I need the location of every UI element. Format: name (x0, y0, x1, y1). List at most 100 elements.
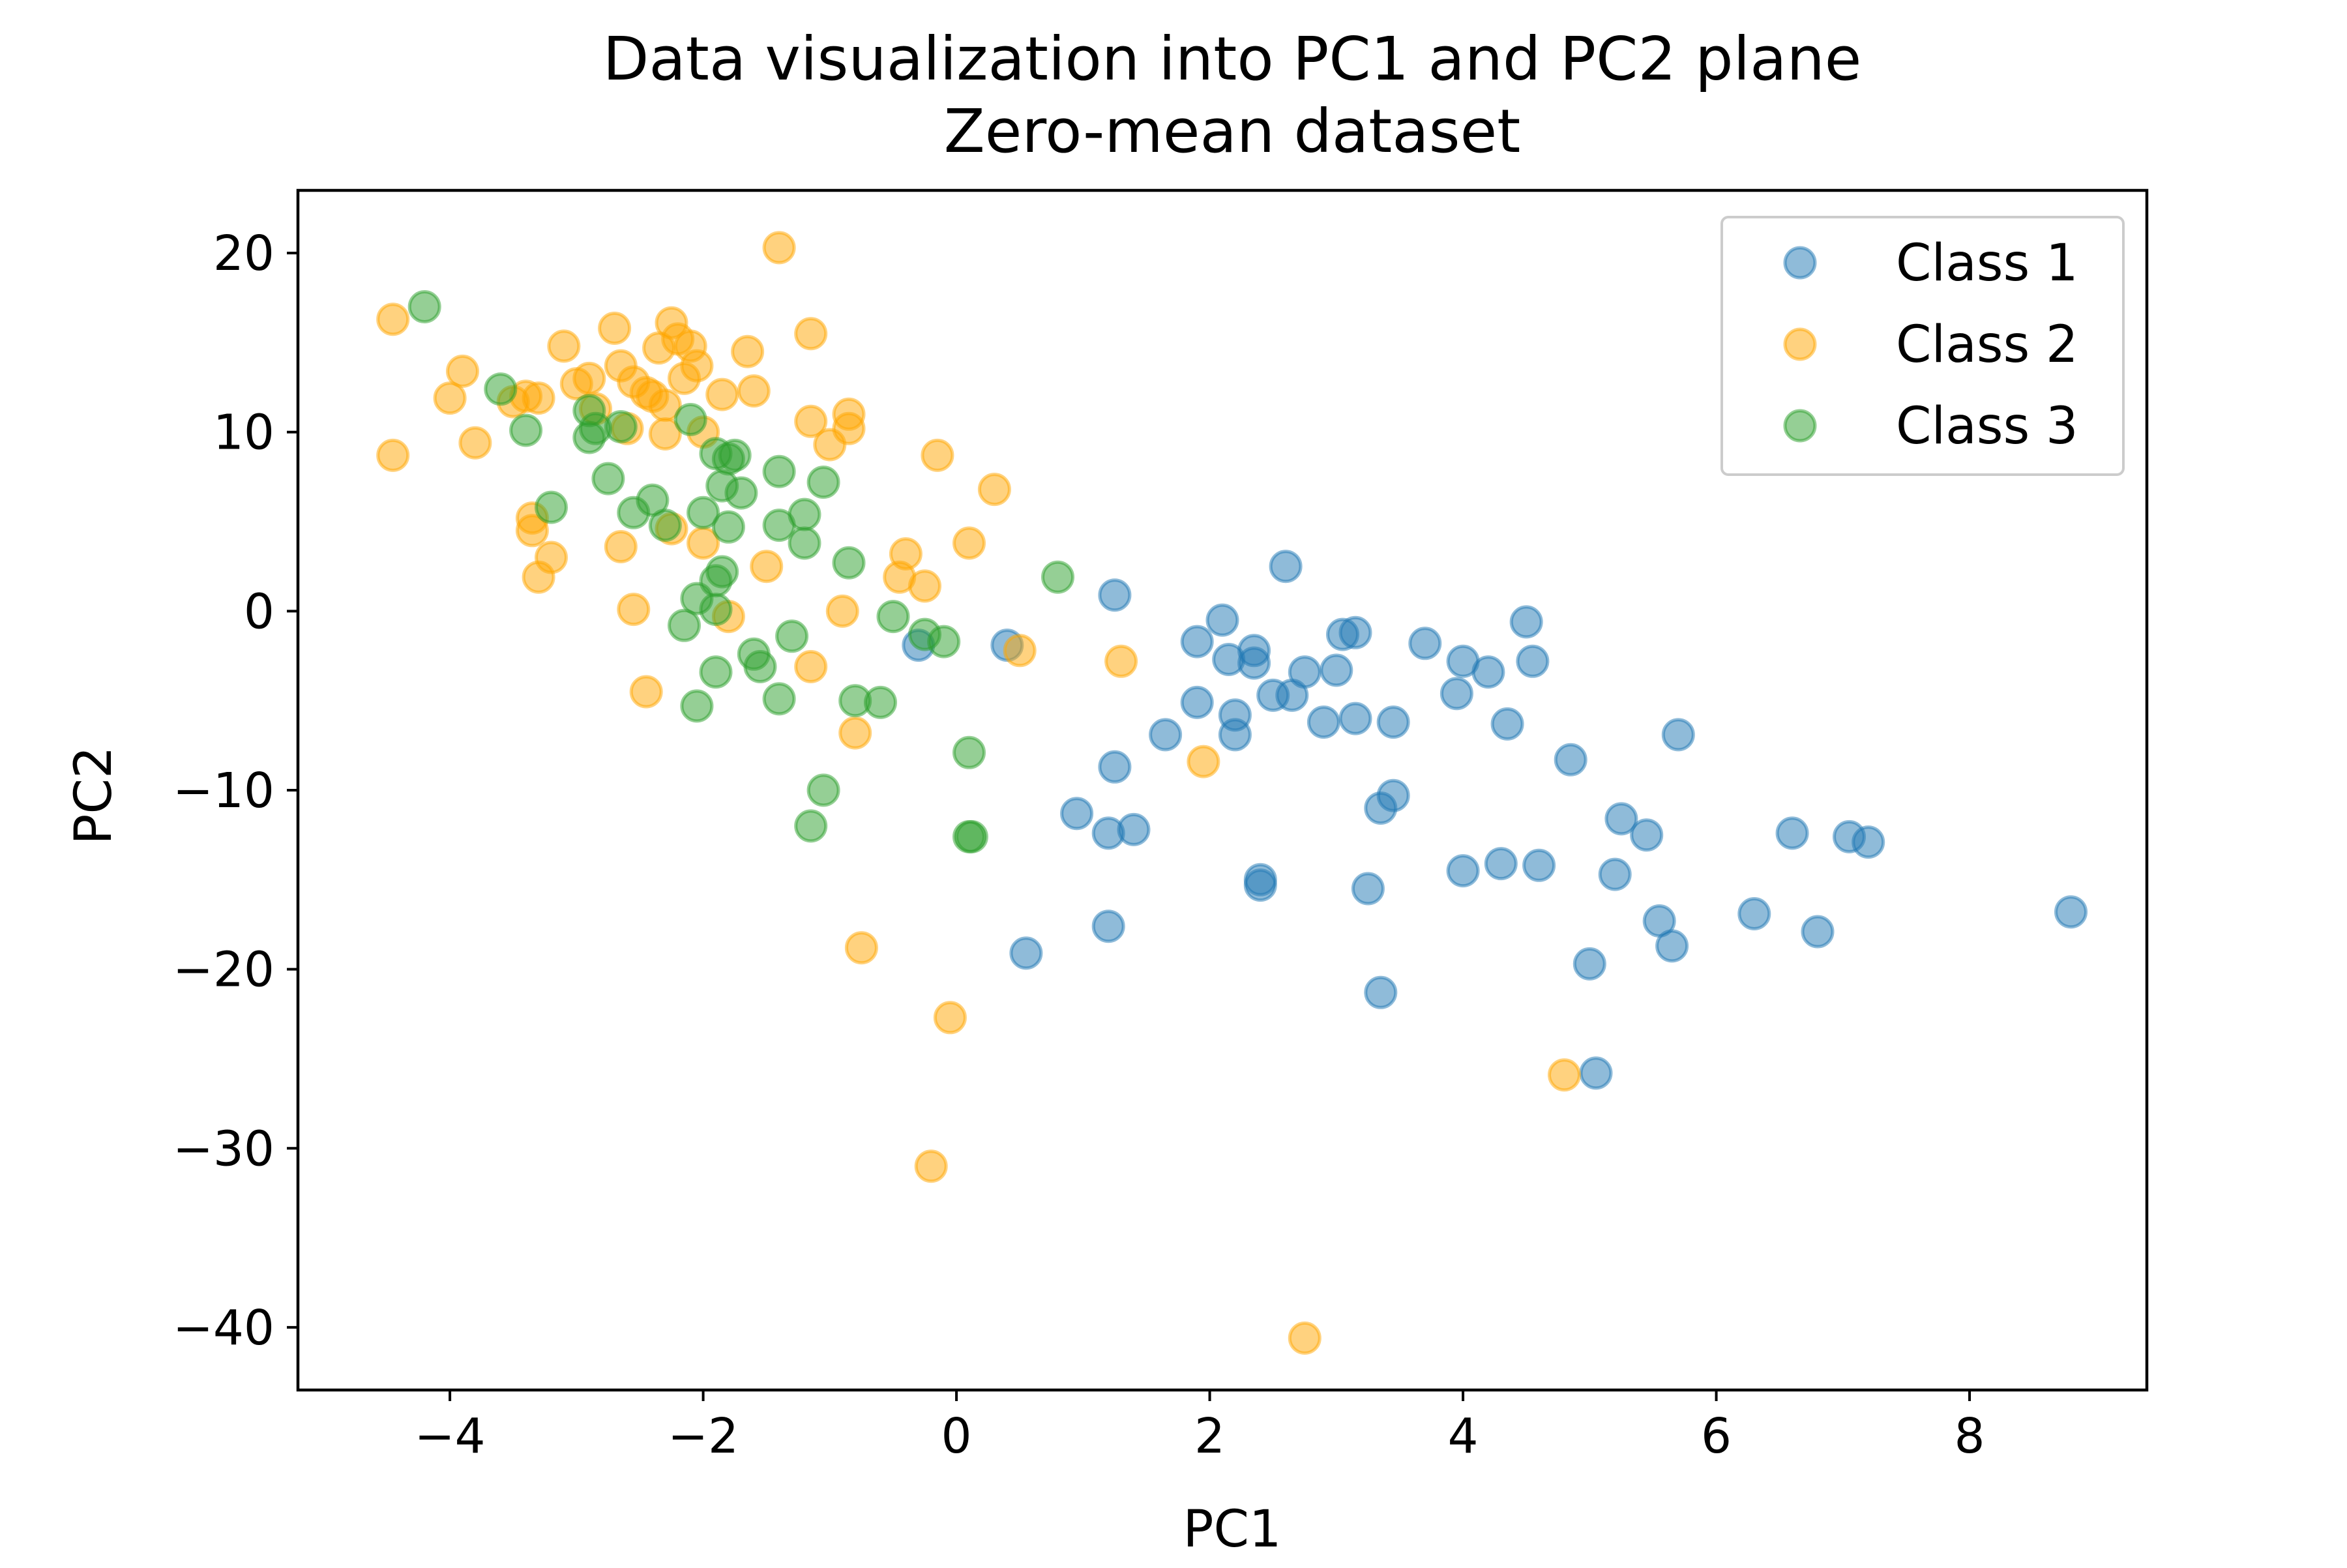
y-axis-label: PC2 (65, 746, 123, 844)
data-point (705, 377, 739, 411)
data-point (1351, 872, 1385, 906)
x-tick-label: 8 (1955, 1408, 1985, 1464)
data-point (515, 514, 549, 548)
data-point (1269, 550, 1303, 584)
data-point (1338, 702, 1372, 735)
data-point (591, 462, 625, 496)
data-point (825, 594, 859, 628)
data-point (680, 349, 714, 383)
data-point (952, 735, 986, 769)
data-point (1149, 718, 1183, 752)
legend: Class 1 Class 2 Class 3 (1720, 216, 2125, 476)
data-point (1205, 603, 1239, 637)
data-point (484, 372, 518, 406)
data-point (864, 685, 897, 719)
data-point (1572, 947, 1606, 981)
data-point (838, 716, 872, 750)
data-point (433, 381, 467, 415)
data-point (750, 550, 784, 584)
data-point (806, 773, 840, 807)
data-point (1446, 854, 1480, 888)
data-point (1737, 897, 1771, 930)
data-point (737, 374, 771, 408)
data-point (1009, 936, 1043, 970)
data-point (1091, 910, 1125, 943)
data-point (535, 540, 568, 574)
data-point (1801, 915, 1835, 949)
data-point (1117, 812, 1151, 846)
data-point (705, 555, 739, 589)
data-point (446, 354, 479, 388)
data-point (547, 329, 581, 363)
data-point (2054, 895, 2088, 929)
data-point (1490, 707, 1524, 741)
y-tick-label: −20 (173, 942, 274, 998)
data-point (889, 537, 923, 570)
data-point (1041, 560, 1074, 594)
data-point (648, 417, 682, 451)
data-point (1509, 605, 1543, 639)
data-point (1548, 1058, 1581, 1092)
data-point (1516, 644, 1550, 678)
data-point (977, 473, 1011, 507)
data-point (1579, 1056, 1613, 1090)
data-point (718, 438, 752, 472)
data-point (952, 526, 986, 560)
data-point (617, 593, 651, 627)
data-point (1243, 868, 1277, 902)
x-axis-label: PC1 (1183, 1500, 1281, 1559)
chart-title: Data visualization into PC1 and PC2 plan… (603, 24, 1862, 94)
x-tick-label: −2 (668, 1408, 739, 1464)
data-point (535, 490, 568, 524)
data-point (1320, 653, 1353, 687)
data-point (680, 689, 714, 723)
data-point (1439, 677, 1473, 711)
data-point (711, 510, 745, 544)
y-tick-label: 10 (213, 405, 274, 461)
data-point (1630, 818, 1664, 852)
data-point (775, 619, 809, 653)
data-point (376, 438, 410, 472)
data-point (762, 231, 796, 265)
data-point (876, 600, 910, 634)
data-point (668, 608, 701, 642)
data-point (1364, 975, 1398, 1009)
data-point (1484, 847, 1518, 881)
data-point (604, 530, 638, 563)
data-point (788, 497, 821, 531)
data-point (794, 809, 828, 843)
y-tick-label: −40 (173, 1300, 274, 1356)
data-point (1180, 685, 1214, 719)
data-point (1554, 743, 1587, 777)
data-point (673, 403, 707, 436)
data-point (1060, 797, 1094, 831)
data-point (598, 312, 632, 345)
data-point (1775, 816, 1809, 850)
series-1 (902, 550, 2088, 1090)
data-point (1288, 1321, 1321, 1355)
data-point (1187, 745, 1220, 778)
data-point (648, 509, 682, 542)
y-tick-label: −10 (173, 763, 274, 819)
data-point (1376, 705, 1410, 739)
data-point (832, 411, 866, 445)
data-point (1098, 578, 1132, 612)
data-point (1003, 634, 1037, 668)
legend-label: Class 2 (1896, 316, 2078, 374)
data-point (699, 655, 733, 689)
y-tick-label: 0 (244, 584, 274, 640)
y-tick-label: 20 (213, 226, 274, 282)
data-point (724, 476, 758, 510)
data-point (1098, 750, 1132, 784)
data-point (794, 404, 828, 438)
legend-marker (1783, 409, 1817, 443)
data-point (954, 820, 988, 853)
legend-marker (1783, 246, 1817, 280)
legend-label: Class 3 (1896, 397, 2078, 456)
data-point (629, 675, 663, 709)
x-tick-label: 0 (941, 1408, 972, 1464)
data-point (806, 466, 840, 499)
data-point (1661, 718, 1695, 752)
